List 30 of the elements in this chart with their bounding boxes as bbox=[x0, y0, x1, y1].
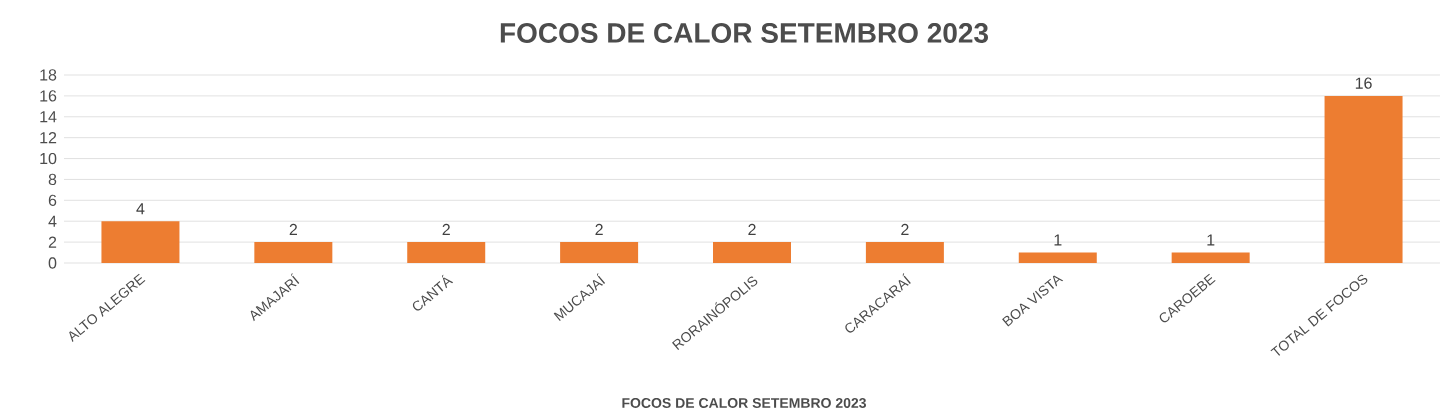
bar bbox=[407, 242, 486, 264]
bar bbox=[254, 242, 333, 264]
data-label: 4 bbox=[136, 203, 145, 215]
bar bbox=[1324, 96, 1403, 264]
data-label: 2 bbox=[595, 224, 603, 236]
data-label: 2 bbox=[442, 224, 450, 236]
y-tick-label: 6 bbox=[48, 194, 57, 207]
y-tick-label: 0 bbox=[48, 257, 57, 269]
y-tick-label: 18 bbox=[40, 69, 57, 81]
y-tick-label: 8 bbox=[48, 173, 57, 186]
x-axis-title: FOCOS DE CALOR SETEMBRO 2023 bbox=[622, 398, 867, 409]
bar bbox=[713, 242, 791, 264]
bar bbox=[865, 242, 944, 264]
data-label: 1 bbox=[1054, 234, 1062, 246]
y-tick-label: 10 bbox=[40, 153, 57, 165]
data-label: 2 bbox=[289, 224, 297, 236]
y-tick-label: 16 bbox=[40, 90, 57, 102]
y-tick-label: 4 bbox=[48, 215, 57, 227]
bar bbox=[1018, 252, 1097, 264]
data-label: 2 bbox=[901, 224, 909, 236]
y-tick-label: 14 bbox=[40, 111, 57, 123]
bar bbox=[1171, 252, 1250, 264]
chart-title: FOCOS DE CALOR SETEMBRO 2023 bbox=[500, 23, 989, 44]
data-label: 16 bbox=[1355, 77, 1372, 90]
bar bbox=[101, 221, 180, 264]
data-label: 1 bbox=[1207, 234, 1215, 246]
y-tick-label: 12 bbox=[40, 132, 57, 144]
y-tick-label: 2 bbox=[48, 236, 57, 248]
data-label: 2 bbox=[748, 224, 756, 236]
bar bbox=[560, 242, 639, 264]
